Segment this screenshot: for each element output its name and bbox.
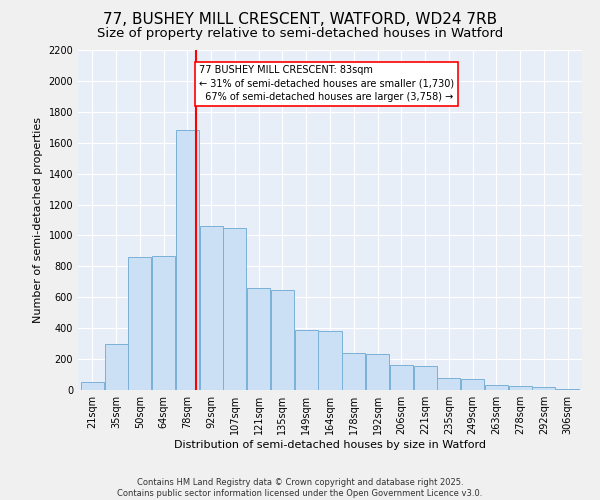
Bar (532, 387, 556, 390)
Bar (413, 366, 437, 390)
Bar (556, 389, 579, 390)
Bar (104, 344, 128, 390)
Bar (200, 226, 223, 390)
Bar (247, 288, 270, 390)
Bar (295, 330, 318, 390)
Bar (81, 382, 104, 390)
Bar (485, 386, 508, 390)
Bar (437, 378, 460, 390)
Bar (342, 353, 365, 390)
Bar (128, 257, 151, 390)
Text: Size of property relative to semi-detached houses in Watford: Size of property relative to semi-detach… (97, 28, 503, 40)
Text: 77, BUSHEY MILL CRESCENT, WATFORD, WD24 7RB: 77, BUSHEY MILL CRESCENT, WATFORD, WD24 … (103, 12, 497, 28)
Bar (319, 330, 341, 390)
X-axis label: Distribution of semi-detached houses by size in Watford: Distribution of semi-detached houses by … (174, 440, 486, 450)
Y-axis label: Number of semi-detached properties: Number of semi-detached properties (33, 117, 43, 323)
Text: Contains HM Land Registry data © Crown copyright and database right 2025.
Contai: Contains HM Land Registry data © Crown c… (118, 478, 482, 498)
Bar (152, 256, 175, 390)
Bar (461, 379, 484, 390)
Bar (509, 386, 532, 390)
Bar (176, 130, 199, 390)
Bar (390, 366, 413, 390)
Bar (271, 290, 294, 390)
Bar (223, 228, 247, 390)
Bar (366, 354, 389, 390)
Text: 77 BUSHEY MILL CRESCENT: 83sqm
← 31% of semi-detached houses are smaller (1,730): 77 BUSHEY MILL CRESCENT: 83sqm ← 31% of … (199, 66, 454, 102)
